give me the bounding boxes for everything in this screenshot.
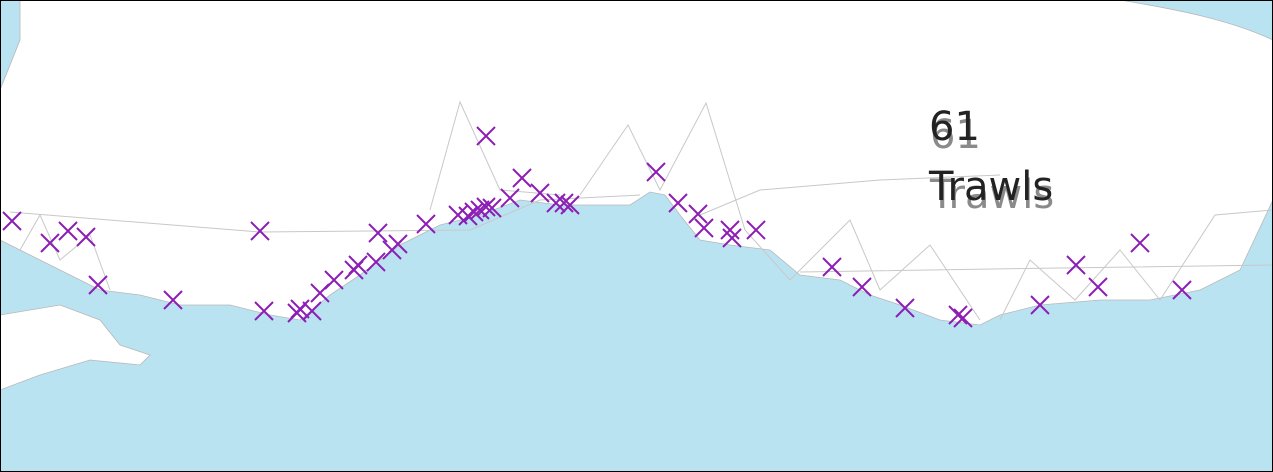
trawl-marker [366,252,386,272]
trawl-marker [324,270,344,290]
trawl-marker [554,193,574,213]
island [0,304,151,391]
trawl-tracks [9,100,1273,321]
label-count: 61 [929,104,980,150]
label-unit: Trawls [928,164,1053,210]
trawl-marker [694,218,714,238]
trawl-marker [560,195,580,215]
trawl-marker [302,301,322,321]
trawl-marker [458,206,478,226]
trawl-marker [895,298,915,318]
trawl-marker [746,220,766,240]
trawl-marker [512,168,532,188]
trawl-marker [1066,255,1086,275]
trawl-marker [1030,295,1050,315]
trawl-marker [948,305,968,325]
trawl-marker [250,221,270,241]
trawl-marker [482,198,502,218]
trawl-marker [476,126,496,146]
trawl-marker [722,228,742,248]
trawl-markers [2,126,1192,328]
trawl-marker [388,234,408,254]
trawl-marker [254,301,274,321]
trawl-marker [1088,277,1108,297]
trawl-marker [646,162,666,182]
trawl-marker [476,197,496,217]
trawl-marker [58,221,78,241]
label-count-shadow: 61 [930,112,981,158]
trawl-marker [530,183,550,203]
trawl-marker [668,193,688,213]
trawl-marker [290,299,310,319]
trawl-marker [500,188,520,208]
trawl-marker [688,204,708,224]
land [0,0,1273,326]
trawl-marker [2,211,22,231]
trawl-marker [464,202,484,222]
trawl-marker [76,227,96,247]
trawl-marker [348,255,368,275]
trawl-marker [470,200,490,220]
trawl-marker [852,277,872,297]
trawl-marker [163,290,183,310]
trawl-marker [88,275,108,295]
trawl-marker [822,257,842,277]
trawl-marker [1172,280,1192,300]
trawl-marker [416,214,436,234]
label-unit-shadow: Trawls [929,172,1054,218]
trawl-marker [40,233,60,253]
trawl-marker [1130,233,1150,253]
trawl-marker [368,223,388,243]
trawl-marker [720,220,740,240]
trawl-marker [953,308,973,328]
